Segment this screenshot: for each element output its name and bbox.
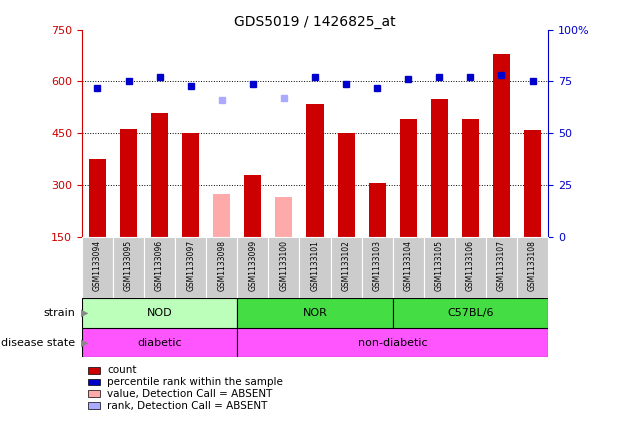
Text: ▶: ▶ <box>81 338 88 348</box>
Text: GSM1133096: GSM1133096 <box>155 240 164 291</box>
Text: ▶: ▶ <box>81 308 88 318</box>
Bar <box>424 237 455 298</box>
Text: GSM1133104: GSM1133104 <box>404 240 413 291</box>
Text: GSM1133106: GSM1133106 <box>466 240 475 291</box>
Bar <box>392 298 548 328</box>
Text: GSM1133108: GSM1133108 <box>528 240 537 291</box>
Bar <box>486 237 517 298</box>
Text: GSM1133099: GSM1133099 <box>248 240 257 291</box>
Bar <box>113 237 144 298</box>
Bar <box>493 54 510 237</box>
Bar <box>369 183 386 237</box>
Bar <box>392 237 424 298</box>
Text: GSM1133098: GSM1133098 <box>217 240 226 291</box>
Bar <box>517 237 548 298</box>
Text: GSM1133102: GSM1133102 <box>341 240 350 291</box>
Bar <box>182 133 199 237</box>
Bar <box>213 194 231 237</box>
Text: NOR: NOR <box>302 308 328 318</box>
Bar <box>206 237 238 298</box>
Text: GSM1133105: GSM1133105 <box>435 240 444 291</box>
Bar <box>362 237 392 298</box>
Bar <box>238 237 268 298</box>
Text: value, Detection Call = ABSENT: value, Detection Call = ABSENT <box>107 389 273 399</box>
Bar <box>275 197 292 237</box>
Text: GSM1133100: GSM1133100 <box>280 240 289 291</box>
Bar <box>89 159 106 237</box>
Bar <box>238 328 548 357</box>
Text: percentile rank within the sample: percentile rank within the sample <box>107 377 283 387</box>
Bar <box>338 133 355 237</box>
Text: GSM1133094: GSM1133094 <box>93 240 102 291</box>
Bar <box>175 237 206 298</box>
Text: strain: strain <box>43 308 76 318</box>
Bar <box>120 129 137 237</box>
Text: GSM1133107: GSM1133107 <box>497 240 506 291</box>
Text: disease state: disease state <box>1 338 76 348</box>
Bar <box>151 113 168 237</box>
Text: GSM1133103: GSM1133103 <box>373 240 382 291</box>
Text: diabetic: diabetic <box>137 338 182 348</box>
Text: rank, Detection Call = ABSENT: rank, Detection Call = ABSENT <box>107 401 268 411</box>
Text: GSM1133101: GSM1133101 <box>311 240 319 291</box>
Text: count: count <box>107 365 137 375</box>
Text: GSM1133095: GSM1133095 <box>124 240 133 291</box>
Text: GSM1133097: GSM1133097 <box>186 240 195 291</box>
Bar <box>299 237 331 298</box>
Bar <box>524 130 541 237</box>
Text: C57BL/6: C57BL/6 <box>447 308 494 318</box>
Bar <box>431 99 448 237</box>
Bar <box>399 119 417 237</box>
Text: non-diabetic: non-diabetic <box>358 338 428 348</box>
Bar <box>82 237 113 298</box>
Bar <box>455 237 486 298</box>
Bar <box>82 298 238 328</box>
Bar <box>144 237 175 298</box>
Bar <box>462 119 479 237</box>
Bar <box>331 237 362 298</box>
Bar <box>82 328 238 357</box>
Text: NOD: NOD <box>147 308 173 318</box>
Bar <box>306 104 324 237</box>
Title: GDS5019 / 1426825_at: GDS5019 / 1426825_at <box>234 14 396 29</box>
Bar <box>238 298 392 328</box>
Bar <box>244 175 261 237</box>
Bar <box>268 237 299 298</box>
